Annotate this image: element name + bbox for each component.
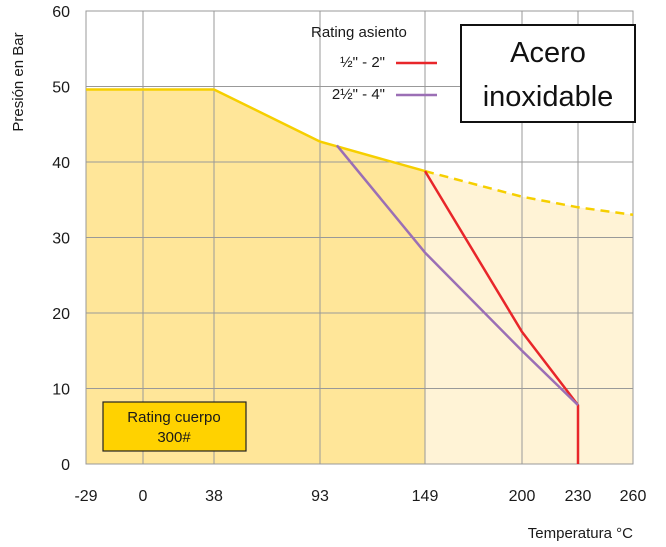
x-axis-label: Temperatura °C [528,525,633,542]
y-tick-label: 50 [52,80,70,97]
body-rating-box: Rating cuerpo 300# [102,401,247,452]
legend-label-0: ½" - 2" [340,54,385,71]
body-rating-label-line-1: Rating cuerpo [127,409,220,426]
y-tick-label: 40 [52,155,70,172]
title-line-1: Acero [510,37,586,69]
body-rating-label-line-2: 300# [157,429,191,446]
y-tick-label: 20 [52,306,70,323]
title-line-2: inoxidable [483,81,614,113]
title-box: Acero inoxidable [460,24,636,123]
x-tick-label: -29 [74,488,97,505]
x-tick-label: 93 [311,488,329,505]
x-tick-label: 230 [565,488,592,505]
body-rating-extension-line [424,169,634,217]
x-tick-label: 38 [205,488,223,505]
legend: Rating asiento ½" - 2" 2½" - 4" [311,24,437,103]
x-tick-label: 200 [509,488,536,505]
plot-frame [85,10,634,465]
x-tick-label: 0 [139,488,148,505]
body-rating-line [86,88,426,173]
legend-title: Rating asiento [311,24,407,41]
y-tick-label: 10 [52,382,70,399]
chart-grid [86,11,633,464]
x-tick-labels: -29 0 38 93 149 200 230 260 [74,488,646,505]
x-tick-label: 149 [412,488,439,505]
y-tick-label: 0 [61,457,70,474]
body-rating-extension-area [425,171,633,464]
body-rating-area [86,89,425,464]
chart-lines [86,88,634,464]
y-tick-label: 30 [52,231,70,248]
title-box-frame [460,24,636,123]
series-line-half-to-two [423,170,580,464]
series-line-two-half-to-four [335,144,579,406]
y-tick-labels: 0 10 20 30 40 50 60 [52,4,70,474]
chart-areas [86,89,633,464]
y-tick-label: 60 [52,4,70,21]
x-tick-label: 260 [620,488,647,505]
body-rating-box-frame [102,401,247,452]
legend-label-1: 2½" - 4" [332,86,385,103]
y-axis-label: Presión en Bar [10,32,27,131]
